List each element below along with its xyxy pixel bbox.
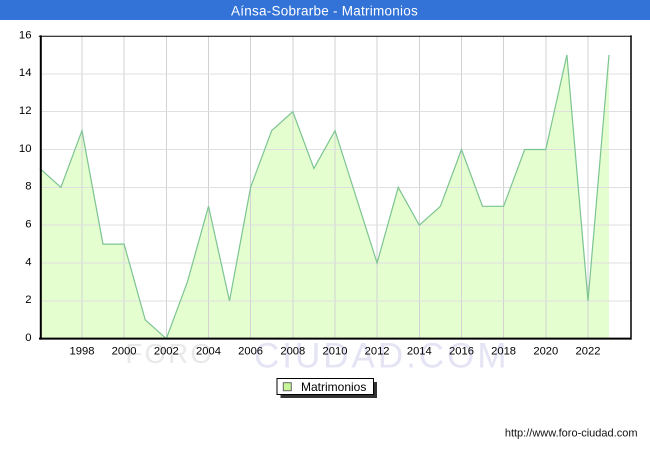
svg-text:1998: 1998 [70,346,95,358]
svg-text:10: 10 [19,143,32,155]
svg-text:0: 0 [25,332,31,344]
svg-text:2002: 2002 [154,346,179,358]
svg-text:2022: 2022 [576,346,601,358]
svg-text:FORO: FORO [126,338,215,369]
svg-text:2008: 2008 [280,346,305,358]
svg-text:Aínsa-Sobrarbe - Matrimonios: Aínsa-Sobrarbe - Matrimonios [231,4,418,19]
svg-text:Matrimonios: Matrimonios [301,380,366,394]
svg-text:2014: 2014 [407,346,432,358]
svg-text:4: 4 [25,256,31,268]
svg-text:http://www.foro-ciudad.com: http://www.foro-ciudad.com [505,428,638,440]
svg-text:2006: 2006 [238,346,263,358]
svg-text:2: 2 [25,294,31,306]
svg-text:8: 8 [25,181,31,193]
svg-text:CIUDAD.COM: CIUDAD.COM [254,337,510,376]
svg-text:2000: 2000 [112,346,137,358]
svg-text:14: 14 [19,67,32,79]
svg-text:2016: 2016 [449,346,474,358]
svg-text:2018: 2018 [491,346,516,358]
svg-text:2010: 2010 [323,346,348,358]
svg-text:12: 12 [19,105,32,117]
svg-text:2004: 2004 [196,346,221,358]
svg-text:2012: 2012 [365,346,390,358]
svg-text:2020: 2020 [533,346,558,358]
svg-text:6: 6 [25,219,31,231]
svg-text:16: 16 [19,29,32,41]
